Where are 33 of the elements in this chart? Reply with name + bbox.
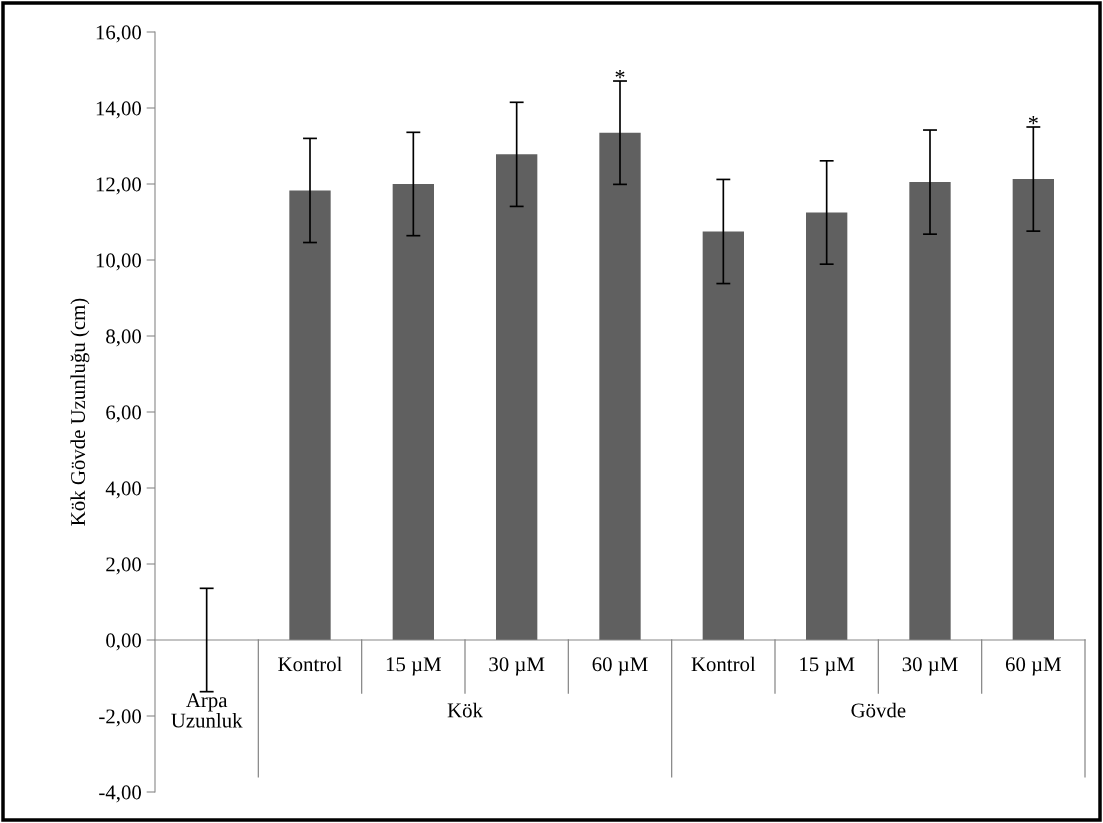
- y-tick-label: -2,00: [99, 709, 142, 727]
- annotation: Arpa Uzunluk: [171, 693, 243, 728]
- x-tick-label: 60 µM: [592, 657, 648, 676]
- y-tick-label: 4,00: [105, 481, 142, 499]
- x-tick-label: Kontrol: [691, 656, 756, 672]
- data-label: *: [1028, 116, 1038, 125]
- bar: [496, 154, 538, 640]
- annotation: Kök: [447, 702, 483, 718]
- y-tick-label: 2,00: [106, 557, 142, 575]
- bar: [806, 212, 848, 640]
- y-tick-label: 8,00: [106, 329, 142, 347]
- x-tick-label: 15 µM: [800, 657, 855, 676]
- y-tick-label: -4,00: [99, 785, 142, 803]
- bar: [392, 184, 434, 640]
- bar: [599, 132, 641, 640]
- y-tick-label: 0,00: [106, 633, 142, 651]
- x-tick-label: 30 µM: [902, 657, 958, 676]
- x-tick-label: 60 µM: [1005, 657, 1062, 676]
- y-tick-label: 12,00: [96, 177, 142, 195]
- x-tick-label: 30 µM: [489, 657, 545, 676]
- y-tick-label: 10,00: [96, 253, 142, 271]
- x-tick-label: 15 µM: [386, 657, 442, 676]
- y-axis-title: Kök Gövde Uzunluğu (cm): [70, 298, 90, 526]
- y-tick-label: 16,00: [96, 25, 142, 43]
- bar: [702, 231, 744, 640]
- x-tick-label: Kontrol: [278, 656, 342, 672]
- bar: [909, 182, 951, 640]
- y-tick-label: 6,00: [106, 405, 142, 423]
- y-tick-label: 14,00: [96, 101, 142, 119]
- annotation: Gövde: [851, 702, 906, 718]
- data-label: *: [615, 70, 625, 79]
- bar: [289, 190, 331, 640]
- bar: [1012, 179, 1054, 640]
